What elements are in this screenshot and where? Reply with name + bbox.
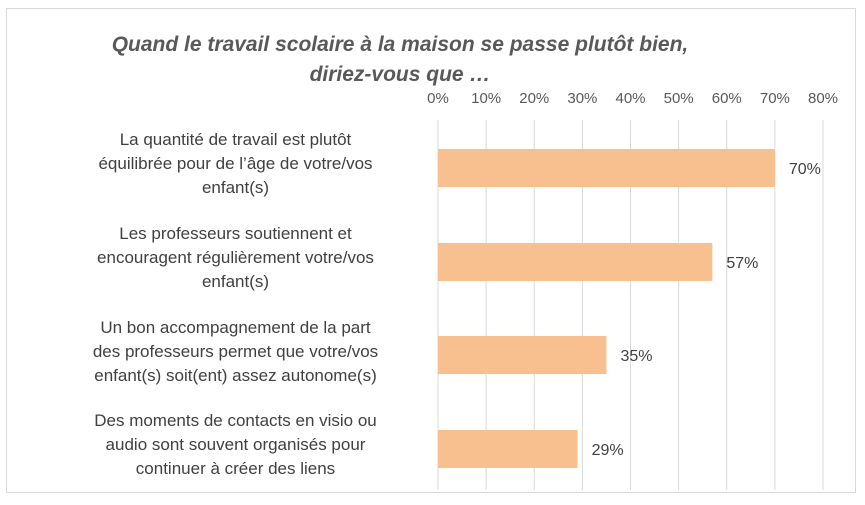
x-tick-label: 10% — [471, 90, 501, 107]
data-label: 29% — [592, 442, 624, 459]
category-label-1-line-2: équilibrée pour de l’âge de votre/vos — [98, 154, 373, 173]
x-tick-label: 40% — [615, 90, 645, 107]
category-label-2-line-2: encouragent régulièrement votre/vos — [97, 248, 374, 267]
x-tick-label: 50% — [664, 90, 694, 107]
category-label-4-line-2: audio sont souvent organisés pour — [105, 435, 366, 454]
category-label-4-line-3: continuer à créer des liens — [135, 459, 336, 478]
x-tick-label: 80% — [808, 90, 838, 107]
x-tick-label: 70% — [760, 90, 790, 107]
chart-title-line-1: Quand le travail scolaire à la maison se… — [111, 33, 689, 56]
category-label-3: Un bon accompagnement de la part des pro… — [48, 316, 423, 388]
category-label-4-line-1: Des moments de contacts en visio ou — [94, 411, 377, 430]
category-label-4: Des moments de contacts en visio ou audi… — [48, 409, 423, 481]
chart-frame — [6, 8, 856, 493]
data-label: 57% — [726, 255, 758, 272]
chart-title-line-2: diriez-vous que … — [309, 63, 491, 86]
bar — [438, 243, 713, 281]
x-tick-label: 20% — [519, 90, 549, 107]
x-tick-label: 0% — [427, 90, 449, 107]
chart-title: Quand le travail scolaire à la maison se… — [40, 30, 760, 90]
category-label-1-line-1: La quantité de travail est plutôt — [119, 130, 352, 149]
category-label-1: La quantité de travail est plutôt équili… — [48, 128, 423, 200]
data-label: 35% — [620, 348, 652, 365]
x-tick-label: 30% — [567, 90, 597, 107]
category-label-3-line-1: Un bon accompagnement de la part — [100, 318, 371, 337]
x-tick-label: 60% — [712, 90, 742, 107]
category-label-2: Les professeurs soutiennent et encourage… — [48, 222, 423, 294]
data-label: 70% — [789, 161, 821, 178]
category-label-2-line-1: Les professeurs soutiennent et — [119, 224, 352, 243]
bar — [438, 336, 607, 374]
category-label-2-line-3: enfant(s) — [201, 272, 270, 291]
bar — [438, 430, 578, 468]
category-label-1-line-3: enfant(s) — [201, 178, 270, 197]
category-label-3-line-2: des professeurs permet que votre/vos — [92, 342, 379, 361]
category-label-3-line-3: enfant(s) soit(ent) assez autonome(s) — [94, 366, 377, 385]
bar — [438, 149, 775, 187]
